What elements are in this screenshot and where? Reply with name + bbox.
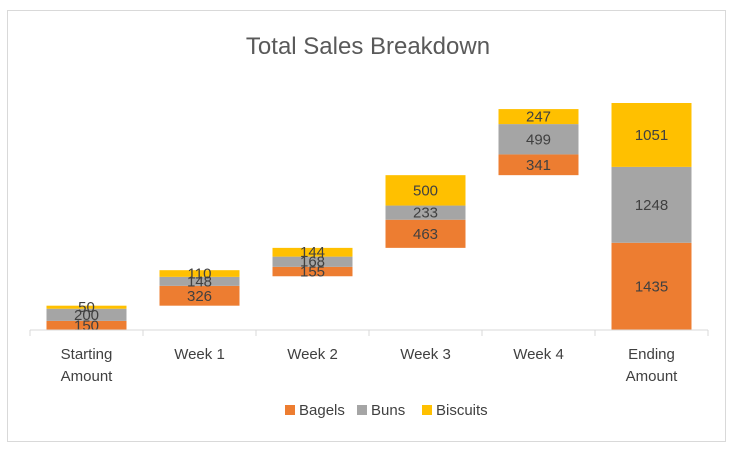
data-label-bagels-3: 463: [413, 226, 438, 243]
bar-biscuits-4: [498, 109, 579, 125]
bar-bagels-1: [159, 285, 240, 306]
bar-biscuits-3: [385, 175, 466, 206]
x-tick-label-4: Week 4: [513, 346, 564, 363]
chart-frame: [7, 10, 726, 442]
legend: Bagels Buns Biscuits: [285, 402, 488, 419]
chart-title: Total Sales Breakdown: [246, 33, 490, 60]
data-label-buns-2: 168: [300, 254, 325, 271]
x-tick-label-2: Week 2: [287, 346, 338, 363]
data-label-bagels-2: 155: [300, 264, 325, 281]
x-tick-label-0: Amount: [61, 368, 114, 385]
data-label-biscuits-0: 50: [78, 299, 95, 316]
x-tick-label-0: Starting: [61, 346, 113, 363]
data-label-buns-3: 233: [413, 205, 438, 222]
legend-label-biscuits: Biscuits: [436, 402, 488, 419]
x-tick-label-5: Amount: [626, 368, 679, 385]
bar-biscuits-0: [46, 305, 127, 309]
bar-bagels-4: [498, 154, 579, 176]
bar-bagels-3: [385, 219, 466, 248]
data-label-bagels-5: 1435: [635, 278, 668, 295]
bar-buns-1: [159, 276, 240, 286]
bar-bagels-2: [272, 266, 353, 277]
data-label-biscuits-4: 247: [526, 109, 551, 126]
legend-swatch-bagels: [285, 405, 295, 415]
x-tick-label-1: Week 1: [174, 346, 225, 363]
bar-bagels-0: [46, 320, 127, 330]
bar-bagels-5: [611, 242, 692, 330]
legend-swatch-biscuits: [422, 405, 432, 415]
bar-group: [46, 103, 692, 330]
bar-biscuits-1: [159, 270, 240, 277]
legend-label-buns: Buns: [371, 402, 405, 419]
legend-swatch-buns: [357, 405, 367, 415]
data-label-biscuits-1: 110: [188, 266, 212, 283]
x-tick-label-3: Week 3: [400, 346, 451, 363]
bar-biscuits-5: [611, 103, 692, 167]
data-label-bagels-4: 341: [526, 157, 551, 174]
bar-buns-0: [46, 308, 127, 321]
x-tick-label-5: Ending: [628, 346, 675, 363]
data-label-buns-4: 499: [526, 131, 551, 148]
bar-biscuits-2: [272, 247, 353, 257]
data-label-biscuits-2: 144: [300, 244, 325, 261]
data-label-buns-5: 1248: [635, 197, 668, 214]
bar-buns-4: [498, 124, 579, 155]
bar-buns-2: [272, 256, 353, 267]
data-label-biscuits-3: 500: [413, 182, 438, 199]
data-label-biscuits-5: 1051: [635, 127, 668, 144]
data-label-buns-0: 200: [74, 307, 99, 324]
legend-label-bagels: Bagels: [299, 402, 345, 419]
data-label-bagels-1: 326: [187, 288, 212, 305]
x-axis: Starting Amount Week 1 Week 2 Week 3 Week 4 En…: [29, 329, 709, 385]
bar-buns-3: [385, 205, 466, 220]
data-label-buns-1: 148: [187, 273, 212, 290]
bar-buns-5: [611, 166, 692, 243]
